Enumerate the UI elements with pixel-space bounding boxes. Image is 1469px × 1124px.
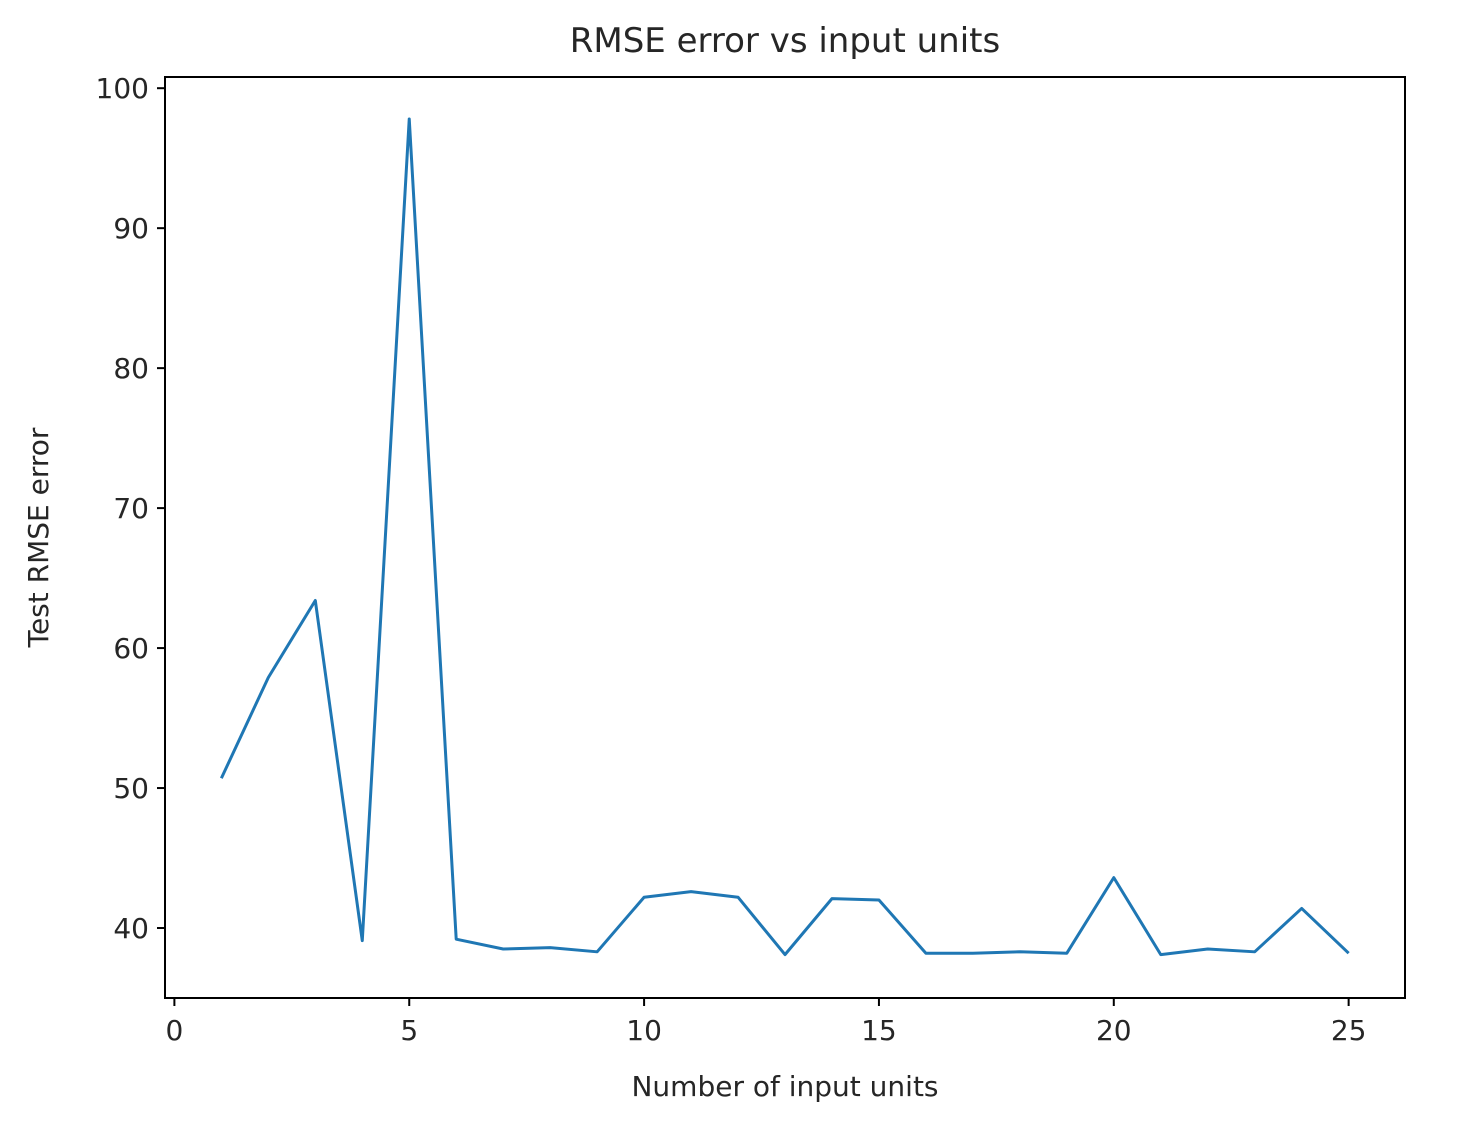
y-tick-label: 90 [113,212,149,245]
x-axis-label: Number of input units [631,1070,938,1103]
y-axis-label: Test RMSE error [22,427,55,648]
axis-ticks: 0 5 10 15 20 25 40 50 60 70 80 90 100 [96,72,1367,1047]
y-tick-label: 60 [113,632,149,665]
y-tick-label: 50 [113,772,149,805]
x-tick-label: 25 [1331,1014,1367,1047]
x-tick-label: 5 [400,1014,418,1047]
x-tick-label: 0 [165,1014,183,1047]
series-line [220,117,1350,957]
chart-title: RMSE error vs input units [570,21,1000,61]
y-tick-label: 80 [113,352,149,385]
plot-frame [164,76,1406,999]
y-tick-label: 70 [113,492,149,525]
y-tick-label: 40 [113,912,149,945]
series-layer [220,117,1350,957]
x-tick-label: 15 [861,1014,897,1047]
x-tick-label: 20 [1096,1014,1132,1047]
y-tick-label: 100 [96,72,149,105]
x-tick-label: 10 [626,1014,662,1047]
